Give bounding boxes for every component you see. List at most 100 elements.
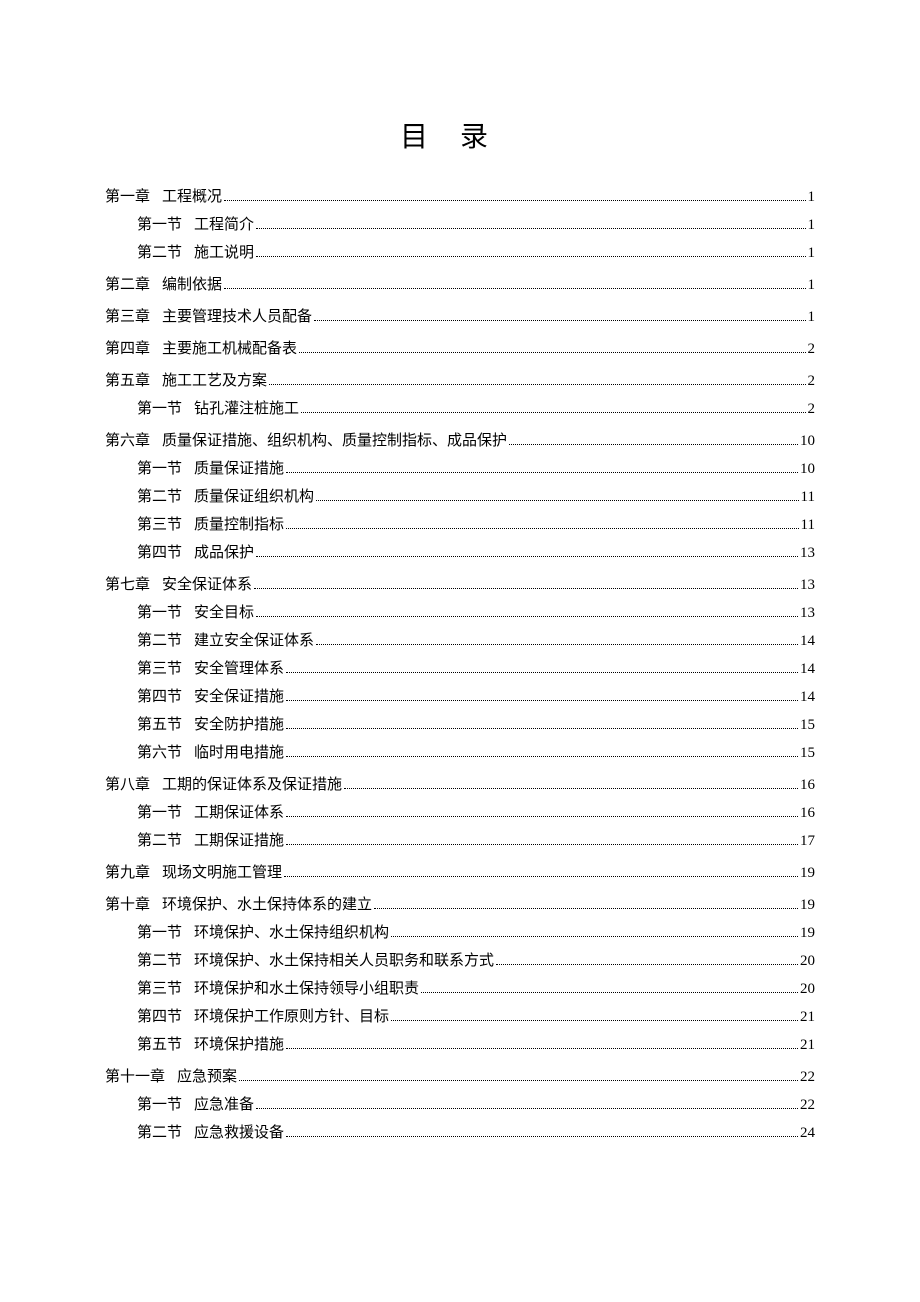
toc-entry: 第一节工程简介1 <box>105 213 815 237</box>
toc-leader-dots <box>256 1108 798 1109</box>
toc-leader-dots <box>286 1048 798 1049</box>
toc-container: 第一章工程概况1第一节工程简介1第二节施工说明1第二章编制依据1第三章主要管理技… <box>105 185 815 1145</box>
toc-section-label: 第二节 <box>137 1121 182 1145</box>
toc-leader-dots <box>269 384 805 385</box>
toc-page-number: 1 <box>808 241 816 265</box>
toc-leader-dots <box>286 728 798 729</box>
toc-section-label: 第一节 <box>137 457 182 481</box>
toc-entry-title: 安全目标 <box>194 601 254 625</box>
toc-entry: 第二节应急救援设备24 <box>105 1121 815 1145</box>
toc-entry-title: 应急救援设备 <box>194 1121 284 1145</box>
toc-page-number: 15 <box>800 713 815 737</box>
toc-entry-title: 应急预案 <box>177 1065 237 1089</box>
toc-entry: 第三节质量控制指标11 <box>105 513 815 537</box>
toc-section-label: 第二节 <box>137 485 182 509</box>
toc-entry-title: 主要施工机械配备表 <box>162 337 297 361</box>
toc-entry-title: 应急准备 <box>194 1093 254 1117</box>
toc-section-label: 第二节 <box>137 949 182 973</box>
toc-page-number: 14 <box>800 685 815 709</box>
toc-leader-dots <box>391 1020 798 1021</box>
toc-section-label: 第四节 <box>137 541 182 565</box>
toc-leader-dots <box>316 644 798 645</box>
toc-page-number: 2 <box>808 369 816 393</box>
toc-page-number: 1 <box>808 185 816 209</box>
toc-leader-dots <box>391 936 798 937</box>
toc-page-number: 20 <box>800 977 815 1001</box>
toc-entry: 第一节安全目标13 <box>105 601 815 625</box>
toc-entry: 第五章施工工艺及方案2 <box>105 369 815 393</box>
toc-entry: 第二节施工说明1 <box>105 241 815 265</box>
toc-entry-title: 安全保证体系 <box>162 573 252 597</box>
toc-section-label: 第一节 <box>137 1093 182 1117</box>
toc-entry-title: 施工工艺及方案 <box>162 369 267 393</box>
toc-section-label: 第三节 <box>137 513 182 537</box>
toc-leader-dots <box>224 200 805 201</box>
toc-page-number: 14 <box>800 629 815 653</box>
toc-entry: 第六章质量保证措施、组织机构、质量控制指标、成品保护10 <box>105 429 815 453</box>
toc-entry-title: 安全防护措施 <box>194 713 284 737</box>
toc-page-number: 1 <box>808 213 816 237</box>
toc-entry: 第四节成品保护13 <box>105 541 815 565</box>
toc-page-number: 19 <box>800 921 815 945</box>
toc-entry-title: 环境保护措施 <box>194 1033 284 1057</box>
toc-entry: 第一节质量保证措施10 <box>105 457 815 481</box>
toc-section-label: 第五节 <box>137 1033 182 1057</box>
toc-entry: 第九章现场文明施工管理19 <box>105 861 815 885</box>
toc-entry-title: 安全保证措施 <box>194 685 284 709</box>
toc-leader-dots <box>256 256 805 257</box>
toc-entry-title: 环境保护、水土保持体系的建立 <box>162 893 372 917</box>
toc-leader-dots <box>374 908 798 909</box>
toc-entry: 第二节工期保证措施17 <box>105 829 815 853</box>
toc-page-number: 1 <box>808 273 816 297</box>
toc-entry: 第七章安全保证体系13 <box>105 573 815 597</box>
toc-page-number: 14 <box>800 657 815 681</box>
toc-page-number: 16 <box>800 801 815 825</box>
toc-entry: 第二章编制依据1 <box>105 273 815 297</box>
toc-entry: 第一章工程概况1 <box>105 185 815 209</box>
toc-page-number: 13 <box>800 541 815 565</box>
toc-page-number: 13 <box>800 573 815 597</box>
toc-entry-title: 临时用电措施 <box>194 741 284 765</box>
toc-leader-dots <box>509 444 798 445</box>
toc-chapter-label: 第十章 <box>105 893 150 917</box>
toc-section-label: 第一节 <box>137 213 182 237</box>
toc-entry: 第四节安全保证措施14 <box>105 685 815 709</box>
toc-entry-title: 环境保护和水土保持领导小组职责 <box>194 977 419 1001</box>
toc-entry-title: 施工说明 <box>194 241 254 265</box>
toc-leader-dots <box>284 876 798 877</box>
toc-entry: 第二节环境保护、水土保持相关人员职务和联系方式20 <box>105 949 815 973</box>
toc-leader-dots <box>421 992 798 993</box>
toc-entry: 第一节应急准备22 <box>105 1093 815 1117</box>
toc-page-number: 10 <box>800 429 815 453</box>
toc-leader-dots <box>286 472 798 473</box>
toc-page-number: 19 <box>800 861 815 885</box>
toc-leader-dots <box>316 500 799 501</box>
toc-leader-dots <box>286 816 798 817</box>
toc-section-label: 第一节 <box>137 801 182 825</box>
toc-leader-dots <box>286 528 799 529</box>
toc-entry: 第一节工期保证体系16 <box>105 801 815 825</box>
toc-page-number: 1 <box>808 305 816 329</box>
toc-section-label: 第一节 <box>137 601 182 625</box>
toc-entry-title: 安全管理体系 <box>194 657 284 681</box>
toc-entry: 第四章主要施工机械配备表2 <box>105 337 815 361</box>
toc-entry-title: 环境保护、水土保持相关人员职务和联系方式 <box>194 949 494 973</box>
toc-entry-title: 工期的保证体系及保证措施 <box>162 773 342 797</box>
toc-entry-title: 质量保证措施、组织机构、质量控制指标、成品保护 <box>162 429 507 453</box>
toc-entry-title: 环境保护、水土保持组织机构 <box>194 921 389 945</box>
toc-title: 目录 <box>105 115 815 155</box>
toc-entry: 第三章主要管理技术人员配备1 <box>105 305 815 329</box>
toc-chapter-label: 第三章 <box>105 305 150 329</box>
toc-section-label: 第五节 <box>137 713 182 737</box>
toc-section-label: 第一节 <box>137 397 182 421</box>
toc-page-number: 17 <box>800 829 815 853</box>
toc-entry: 第一节钻孔灌注桩施工2 <box>105 397 815 421</box>
toc-entry-title: 质量控制指标 <box>194 513 284 537</box>
toc-entry: 第三节安全管理体系14 <box>105 657 815 681</box>
toc-entry-title: 工程概况 <box>162 185 222 209</box>
toc-leader-dots <box>256 556 798 557</box>
toc-section-label: 第二节 <box>137 829 182 853</box>
toc-leader-dots <box>224 288 805 289</box>
toc-entry: 第五节环境保护措施21 <box>105 1033 815 1057</box>
toc-leader-dots <box>254 588 798 589</box>
